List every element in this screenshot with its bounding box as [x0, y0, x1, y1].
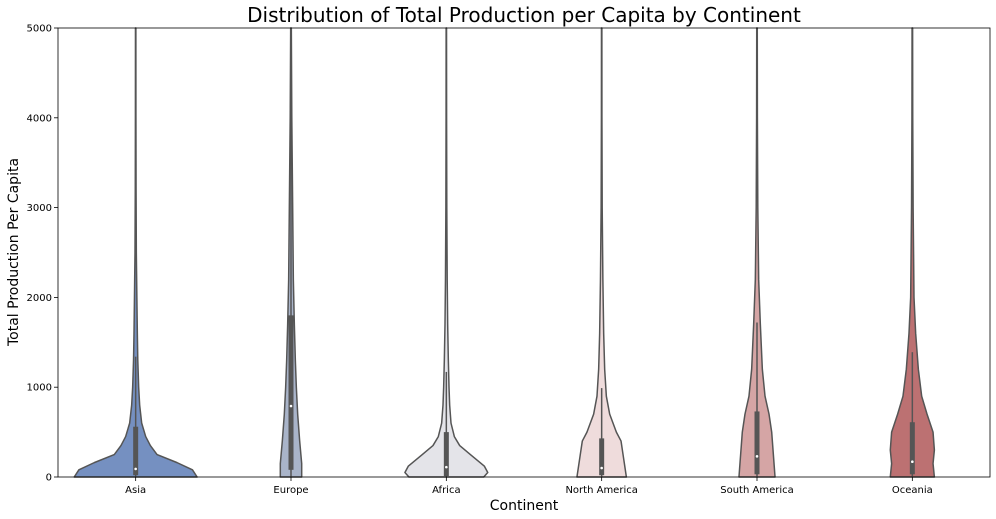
iqr-box-asia — [133, 426, 139, 476]
y-tick-label: 2000 — [27, 293, 52, 304]
iqr-box-south-america — [754, 411, 760, 475]
x-tick-label: Oceania — [892, 485, 933, 496]
y-tick-label: 4000 — [27, 113, 52, 124]
median-dot-south-america — [755, 455, 759, 458]
median-dot-asia — [134, 467, 137, 471]
median-dot-north-america — [600, 466, 603, 470]
median-dot-africa — [445, 465, 448, 469]
plot-frame — [57, 27, 991, 478]
median-dot-europe — [289, 404, 293, 408]
x-axis-label: Continent — [490, 498, 559, 514]
y-tick-label: 1000 — [27, 383, 52, 394]
x-tick-label: North America — [565, 485, 637, 496]
iqr-box-africa — [443, 432, 449, 477]
y-axis: 0 1000 2000 3000 4000 5000 — [27, 24, 58, 484]
y-axis-label: Total Production Per Capita — [6, 158, 22, 347]
violins-layer — [73, 27, 936, 478]
chart-title: Distribution of Total Production per Cap… — [247, 3, 801, 27]
y-tick-label: 0 — [46, 473, 52, 484]
x-tick-label: Africa — [432, 485, 461, 496]
median-dot-oceania — [911, 460, 914, 464]
iqr-box-north-america — [599, 438, 605, 476]
x-axis: Asia Europe Africa North America South Ameri… — [125, 477, 933, 496]
x-tick-label: Asia — [125, 485, 146, 496]
y-tick-label: 3000 — [27, 203, 52, 214]
iqr-box-oceania — [909, 422, 915, 475]
x-tick-label: Europe — [273, 485, 308, 496]
y-tick-label: 5000 — [27, 24, 52, 35]
iqr-box-europe — [288, 315, 294, 470]
x-tick-label: South America — [720, 485, 794, 496]
